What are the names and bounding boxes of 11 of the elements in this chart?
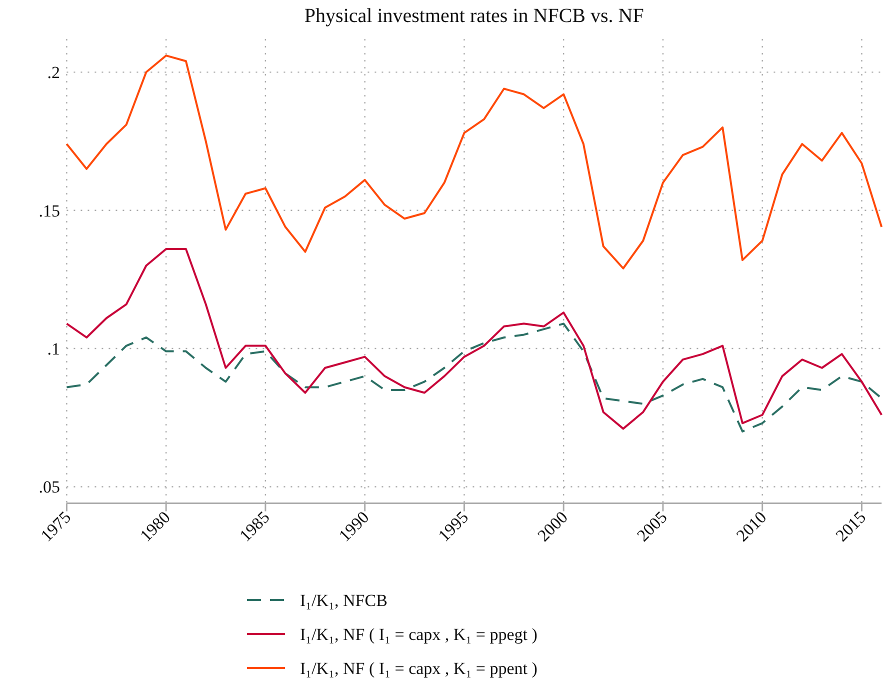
line-series (66, 54, 883, 270)
y-tick-label: .15 (38, 201, 60, 220)
y-tick-label: .05 (38, 478, 60, 497)
legend-label: I₁/K₁, NFCB (300, 590, 388, 610)
line-series (66, 322, 883, 432)
y-tick-label: .1 (47, 339, 60, 358)
y-tick-label: .2 (47, 63, 60, 82)
line-series (66, 248, 883, 430)
legend-label: I₁/K₁, NF ( I₁ = capx , K₁ = ppent ) (300, 658, 538, 678)
legend-label: I₁/K₁, NF ( I₁ = capx , K₁ = ppegt ) (300, 624, 538, 644)
chart-title: Physical investment rates in NFCB vs. NF (304, 5, 644, 27)
